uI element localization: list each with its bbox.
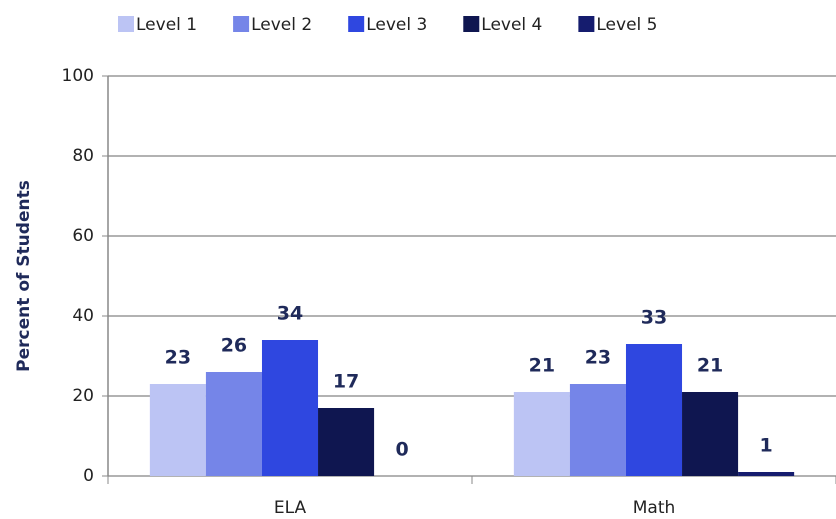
legend-swatch [578, 16, 595, 32]
bar [682, 392, 739, 476]
bar [513, 392, 570, 476]
legend-label: Level 4 [481, 15, 542, 35]
bar [261, 340, 319, 476]
bar [738, 472, 795, 476]
legend-label: Level 2 [251, 15, 312, 35]
value-label: 26 [221, 335, 247, 357]
legend-swatch [118, 16, 134, 32]
legend-swatch [348, 16, 365, 32]
y-tick-label: 40 [72, 306, 94, 326]
y-tick-label: 60 [72, 226, 94, 246]
value-label: 23 [165, 347, 191, 369]
legend-swatch [463, 16, 480, 32]
value-label: 21 [529, 355, 555, 377]
legend-swatch [233, 16, 250, 32]
value-label: 0 [395, 439, 408, 461]
legend-label: Level 3 [366, 15, 427, 35]
y-axis-label: Percent of Students [14, 180, 34, 372]
legend-label: Level 1 [136, 15, 197, 35]
value-label: 34 [277, 303, 303, 325]
y-tick-label: 20 [72, 386, 94, 406]
legend-label: Level 5 [596, 15, 657, 35]
value-label: 17 [333, 371, 359, 393]
value-label: 23 [585, 347, 611, 369]
bar [149, 384, 206, 476]
bar [569, 384, 626, 476]
y-tick-label: 100 [62, 66, 94, 86]
x-tick-label: ELA [274, 498, 307, 518]
y-tick-label: 0 [83, 466, 94, 486]
bar [318, 408, 375, 476]
bar [625, 344, 683, 476]
value-label: 21 [697, 355, 723, 377]
value-label: 1 [759, 435, 772, 457]
bar [205, 372, 262, 476]
value-label: 33 [641, 307, 667, 329]
y-tick-label: 80 [72, 146, 94, 166]
x-tick-label: Math [633, 498, 676, 518]
